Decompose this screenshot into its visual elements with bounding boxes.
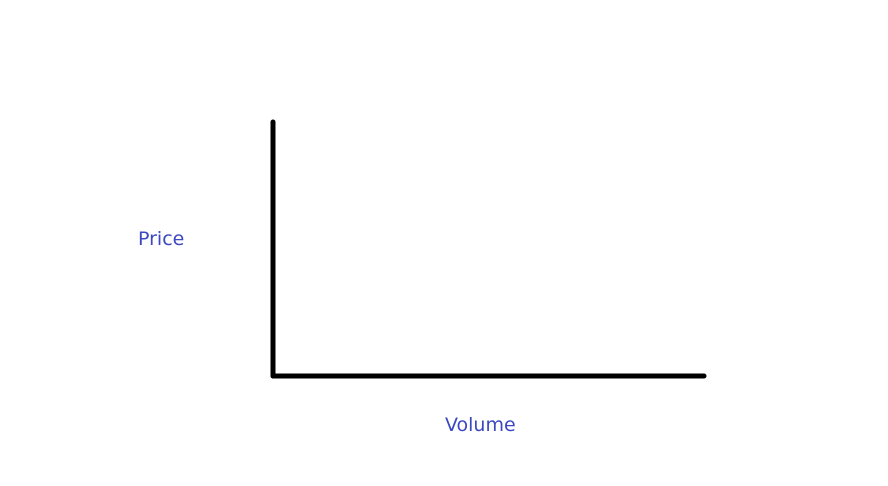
y-axis-label: Price [138, 228, 185, 250]
x-axis-label: Volume [445, 414, 516, 436]
